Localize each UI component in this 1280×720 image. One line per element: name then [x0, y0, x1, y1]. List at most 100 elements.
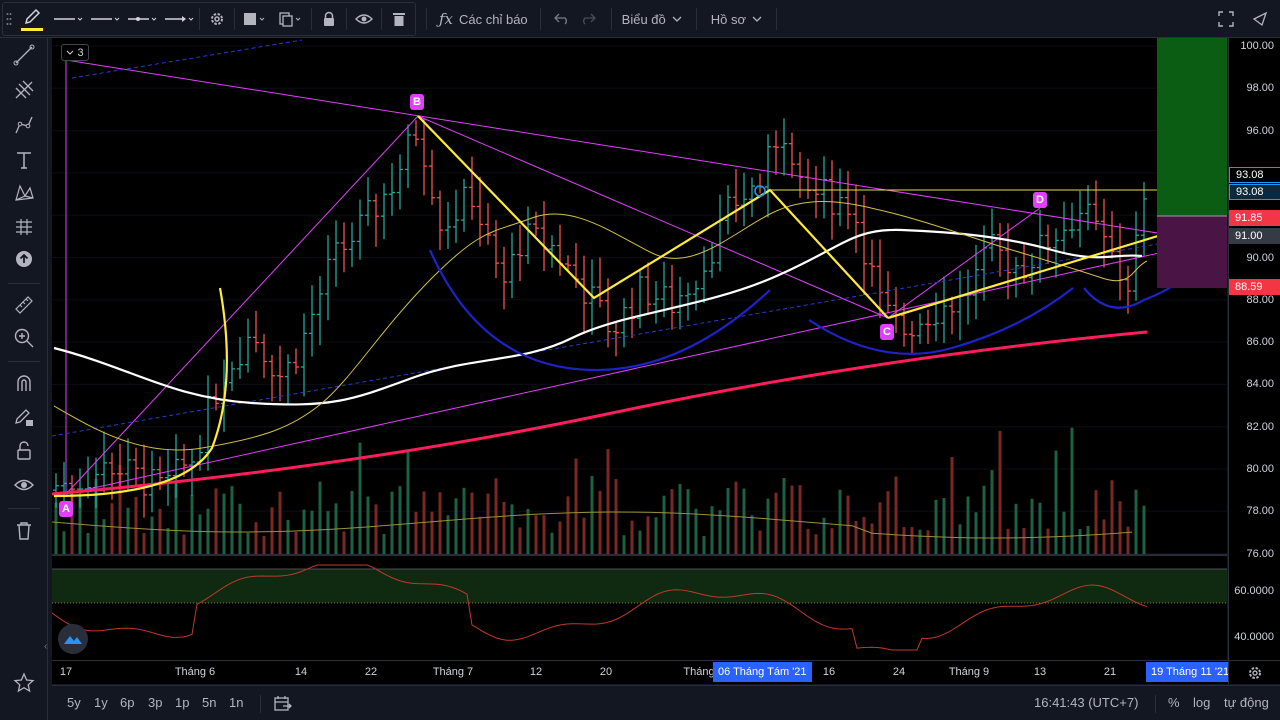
point-label-c[interactable]: C — [880, 324, 894, 340]
zigzag-line — [417, 115, 889, 319]
divider — [8, 283, 40, 284]
log-toggle[interactable]: log — [1193, 695, 1211, 710]
volume-bar — [1078, 529, 1082, 554]
favorites-button[interactable] — [8, 668, 40, 698]
range-1m[interactable]: 1p — [175, 695, 190, 710]
range-3m[interactable]: 3p — [148, 695, 163, 710]
volume-bar — [190, 494, 194, 554]
volume-bar — [918, 529, 922, 554]
collapse-arrow-icon[interactable]: ‹ — [44, 641, 48, 652]
brush-tool[interactable] — [8, 110, 40, 140]
volume-bar — [774, 492, 778, 554]
volume-bar — [526, 509, 530, 554]
pencil-color-button[interactable] — [15, 3, 49, 35]
clock[interactable]: 16:41:43 (UTC+7) — [1034, 695, 1139, 710]
volume-bar — [78, 495, 82, 554]
indicators-button[interactable]: ƒx Các chỉ báo — [439, 3, 528, 35]
logo[interactable] — [58, 624, 88, 654]
line-style-button-4[interactable] — [160, 3, 197, 35]
volume-bar — [878, 502, 882, 554]
drag-handle-icon[interactable] — [3, 3, 15, 35]
range-6m[interactable]: 6p — [120, 695, 135, 710]
drawings[interactable] — [52, 38, 1227, 498]
icon-tool[interactable] — [8, 244, 40, 274]
volume-bar — [782, 477, 786, 554]
trendline-tool[interactable] — [8, 40, 40, 70]
volume-bar — [694, 508, 698, 554]
price-chart[interactable] — [52, 38, 1227, 660]
lock-all-drawings[interactable] — [8, 436, 40, 466]
hide-all-drawings[interactable] — [8, 470, 40, 500]
volume-bar — [662, 495, 666, 554]
share-button[interactable] — [1246, 3, 1274, 35]
axis-settings-button[interactable] — [1228, 660, 1280, 684]
target-zone — [1157, 38, 1227, 216]
volume-bar — [1118, 501, 1122, 554]
volume-bar — [654, 517, 658, 554]
measure-tool[interactable] — [8, 290, 40, 320]
lock-button[interactable] — [314, 3, 344, 35]
percent-toggle[interactable]: % — [1168, 695, 1180, 710]
volume-bar — [590, 475, 594, 554]
price-tick-label: 84.00 — [1246, 378, 1274, 391]
volume-bar — [862, 517, 866, 554]
volume-bar — [702, 535, 706, 554]
point-label-a[interactable]: A — [59, 501, 73, 517]
range-5d[interactable]: 5n — [202, 695, 217, 710]
time-tick-label: 16 — [822, 666, 836, 678]
fx-icon: ƒx — [439, 10, 454, 28]
delete-button[interactable] — [384, 3, 414, 35]
pitchfork-tool[interactable] — [8, 75, 40, 105]
point-label-b[interactable]: B — [410, 94, 424, 110]
fullscreen-button[interactable] — [1212, 3, 1240, 35]
settings-button[interactable] — [202, 3, 232, 35]
point-label-d[interactable]: D — [1033, 192, 1047, 208]
redo-button[interactable] — [575, 3, 601, 35]
magnet-tool[interactable] — [8, 368, 40, 398]
volume-bar — [286, 519, 290, 554]
zoom-tool[interactable] — [8, 323, 40, 353]
visibility-button[interactable] — [349, 3, 379, 35]
remove-drawings[interactable] — [8, 516, 40, 546]
goto-date-button[interactable] — [274, 696, 292, 715]
forecast-tool[interactable] — [8, 212, 40, 242]
price-axis[interactable]: 100.0098.0096.0094.0092.0090.0088.0086.0… — [1228, 38, 1280, 660]
wedge-lower-line — [65, 237, 1227, 495]
volume-bar — [182, 534, 186, 554]
volume-bar — [534, 515, 538, 554]
line-style-button-3[interactable] — [123, 3, 160, 35]
divider — [8, 508, 40, 509]
divider — [695, 8, 697, 30]
undo-button[interactable] — [549, 3, 575, 35]
line-style-button-2[interactable] — [86, 3, 123, 35]
volume-bar — [518, 527, 522, 554]
legend-toggle[interactable]: 3 — [61, 44, 89, 61]
volume-bar — [758, 530, 762, 554]
tradingview-logo-icon — [64, 636, 82, 644]
chart-type-button[interactable]: Biểu đồ — [622, 3, 682, 35]
chart-pane[interactable]: 3 A B C D — [52, 38, 1227, 660]
divider — [776, 8, 778, 30]
time-tick-label: 22 — [364, 666, 378, 678]
line-style-button-1[interactable] — [49, 3, 86, 35]
volume-bar — [54, 502, 58, 554]
range-1d[interactable]: 1n — [229, 695, 244, 710]
clone-button[interactable] — [273, 3, 309, 35]
volume-bar — [358, 442, 362, 554]
auto-toggle[interactable]: tự động — [1224, 695, 1269, 710]
time-axis[interactable]: 21 13 Tháng 9 24 16 Tháng 20 12 Tháng 7 22 14 Tháng… — [52, 660, 1235, 684]
gear-icon — [1248, 666, 1261, 679]
text-tool[interactable] — [8, 145, 40, 175]
volume-bar — [894, 476, 898, 554]
range-1y[interactable]: 1y — [94, 695, 108, 710]
profile-button[interactable]: Hồ sơ — [711, 3, 762, 35]
volume-bar — [726, 488, 730, 554]
background-fill-button[interactable] — [237, 3, 273, 35]
stay-in-drawing-mode[interactable] — [8, 402, 40, 432]
pattern-tool[interactable] — [8, 178, 40, 208]
zoom-in-icon — [14, 328, 34, 348]
range-5y[interactable]: 5y — [67, 695, 81, 710]
text-icon — [17, 152, 31, 169]
volume-bar — [494, 478, 498, 554]
trash-icon — [393, 13, 405, 26]
